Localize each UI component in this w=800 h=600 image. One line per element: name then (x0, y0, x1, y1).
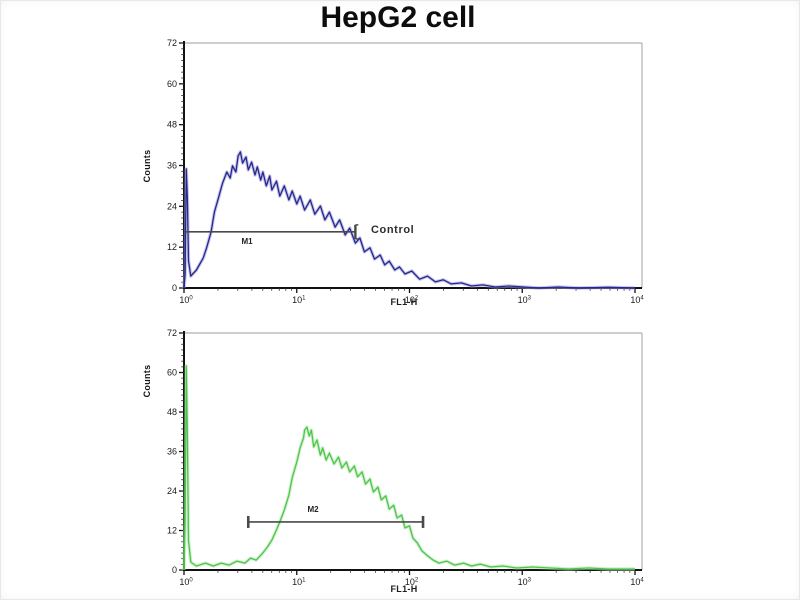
svg-text:102: 102 (405, 577, 419, 587)
svg-text:36: 36 (167, 447, 177, 457)
svg-text:100: 100 (179, 577, 193, 587)
svg-text:12: 12 (167, 526, 177, 536)
svg-text:24: 24 (167, 486, 177, 496)
svg-text:103: 103 (518, 577, 532, 587)
svg-text:12: 12 (167, 242, 177, 252)
svg-text:72: 72 (167, 328, 177, 338)
svg-text:101: 101 (292, 577, 306, 587)
top-marker-annotation: Control (371, 224, 415, 236)
svg-text:48: 48 (167, 120, 177, 130)
svg-text:102: 102 (405, 295, 419, 305)
blue-histogram-plot: 0 12 24 36 48 60 72 100 101 102 103 104 (167, 38, 644, 305)
svg-text:0: 0 (172, 283, 177, 293)
green-histogram-plot: 0 12 24 36 48 60 72 100 101 102 103 104 (167, 328, 644, 587)
top-x-axis-label: FL1-H (390, 297, 418, 307)
bottom-y-axis-label: Counts (142, 364, 152, 398)
figure-title: HepG2 cell (320, 1, 476, 34)
svg-text:100: 100 (179, 295, 193, 305)
top-y-axis-label: Counts (142, 149, 152, 183)
svg-text:104: 104 (630, 295, 644, 305)
svg-text:48: 48 (167, 407, 177, 417)
bottom-x-axis-label: FL1-H (390, 584, 418, 594)
svg-text:101: 101 (292, 295, 306, 305)
svg-text:60: 60 (167, 79, 177, 89)
top-marker-label: M1 (241, 237, 253, 246)
svg-text:36: 36 (167, 161, 177, 171)
svg-text:104: 104 (630, 577, 644, 587)
svg-text:24: 24 (167, 201, 177, 211)
svg-text:60: 60 (167, 368, 177, 378)
svg-text:72: 72 (167, 38, 177, 48)
svg-text:0: 0 (172, 565, 177, 575)
svg-text:103: 103 (518, 295, 532, 305)
bottom-marker-label: M2 (307, 505, 319, 514)
